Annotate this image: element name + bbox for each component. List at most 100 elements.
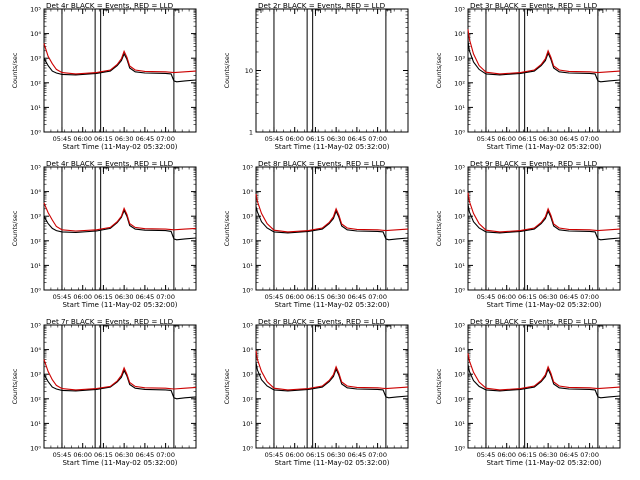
y-tick-label: 10³ [454,213,465,221]
y-tick-label: 10² [454,79,465,87]
x-tick-label: 07:00 [580,293,599,301]
series-line-events [43,209,197,241]
y-tick-label: 10¹ [30,420,41,428]
x-tick-label: 06:30 [539,451,558,459]
y-tick-label: 10³ [30,55,41,63]
flag-marker [385,9,392,16]
x-tick-label: 05:45 [53,293,72,301]
x-tick-label: 06:00 [285,293,304,301]
y-axis-label: Counts/sec [435,210,443,246]
y-tick-label: 10⁵ [454,322,465,330]
flag-marker [315,9,321,16]
y-tick-label: 10⁵ [242,322,253,330]
x-tick-label: 06:30 [327,293,346,301]
x-tick-label: 05:45 [265,451,284,459]
x-tick-label: 06:00 [73,451,92,459]
x-tick-label: 07:00 [368,293,387,301]
x-tick-label: 05:45 [477,135,496,143]
y-axis-label: Counts/sec [435,368,443,404]
flag-marker [527,167,533,174]
x-tick-label: 07:00 [156,135,175,143]
flag-marker [103,9,109,16]
y-tick-label: 10² [454,237,465,245]
x-tick-label: 06:45 [560,135,579,143]
flag-marker [597,167,604,174]
y-tick-label: 10⁰ [454,445,465,453]
x-tick-label: 07:00 [156,293,175,301]
chart-panel-7: Det 7r BLACK = Events, RED = LLD 10⁰ 10¹ 10… [11,317,197,467]
plot-frame [467,8,621,133]
y-tick-label: 10² [30,237,41,245]
y-tick-label: 10⁰ [242,445,253,453]
x-tick-label: 06:45 [348,293,367,301]
y-tick-label: 10⁵ [30,164,41,172]
y-tick-label: 10⁵ [30,6,41,14]
y-axis-label: Counts/sec [11,210,19,246]
flag-marker [385,167,392,174]
y-tick-label: 10³ [242,213,253,221]
flag-marker [315,325,321,332]
flag-marker [173,9,180,16]
chart-panel-2: Det 2r BLACK = Events, RED = LLD 1 10 05:45… [223,1,409,151]
x-axis-label: Start Time (11-May-02 05:32:00) [62,301,177,309]
flag-marker [597,9,604,16]
flag-marker [103,325,109,332]
series-line-lld [467,192,621,233]
x-tick-label: 06:30 [115,451,134,459]
series-line-events [467,40,621,83]
y-tick-label: 10⁰ [454,287,465,295]
series-line-lld [43,43,197,75]
x-tick-label: 06:30 [327,451,346,459]
series-line-events [255,362,409,399]
series-line-events [255,206,409,241]
y-tick-label: 10² [242,395,253,403]
flag-marker [173,325,180,332]
x-tick-label: 05:45 [265,293,284,301]
y-tick-label: 10 [245,67,253,75]
x-tick-label: 05:45 [265,135,284,143]
plot-frame [43,166,197,291]
series-line-events [467,364,621,399]
series-line-events [43,52,197,83]
flag-marker [527,325,533,332]
y-tick-label: 10³ [454,55,465,63]
x-axis-label: Start Time (11-May-02 05:32:00) [62,459,177,467]
x-tick-label: 06:00 [73,293,92,301]
flag-marker [315,167,321,174]
chart-panel-9: Det 9r BLACK = Events, RED = LLD 10⁰ 10¹ 10… [435,317,621,467]
chart-title: Det 4r BLACK = Events, RED = LLD [46,1,174,10]
x-tick-label: 06:15 [94,293,113,301]
y-tick-label: 10¹ [454,420,465,428]
x-tick-label: 06:15 [306,293,325,301]
x-tick-label: 06:30 [115,135,134,143]
chart-title: Det 2r BLACK = Events, RED = LLD [258,1,386,10]
x-tick-label: 06:30 [327,135,346,143]
y-tick-label: 10⁴ [242,346,253,354]
x-tick-label: 06:45 [348,451,367,459]
x-tick-label: 06:15 [518,135,537,143]
x-axis-label: Start Time (11-May-02 05:32:00) [274,459,389,467]
x-tick-label: 06:45 [136,135,155,143]
series-line-lld [255,350,409,391]
x-tick-label: 06:45 [136,451,155,459]
series-line-lld [43,359,197,391]
flag-marker [527,9,533,16]
x-tick-label: 05:45 [53,135,72,143]
x-tick-label: 06:15 [94,135,113,143]
x-axis-label: Start Time (11-May-02 05:32:00) [486,459,601,467]
chart-panel-4: Det 4r BLACK = Events, RED = LLD 10⁰ 10¹ 10… [11,159,197,309]
chart-panel-5: Det 8r BLACK = Events, RED = LLD 10⁰ 10¹ 10… [223,159,409,309]
y-tick-label: 10² [242,237,253,245]
series-line-events [467,204,621,241]
flag-marker [103,167,109,174]
y-tick-label: 10¹ [242,262,253,270]
chart-title: Det 4r BLACK = Events, RED = LLD [46,159,174,168]
chart-title: Det 9r BLACK = Events, RED = LLD [470,159,598,168]
y-tick-label: 1 [249,129,253,137]
plot-frame [467,166,621,291]
y-tick-label: 10² [30,395,41,403]
x-tick-label: 06:15 [94,451,113,459]
x-tick-label: 06:15 [306,135,325,143]
y-tick-label: 10⁴ [454,188,465,196]
